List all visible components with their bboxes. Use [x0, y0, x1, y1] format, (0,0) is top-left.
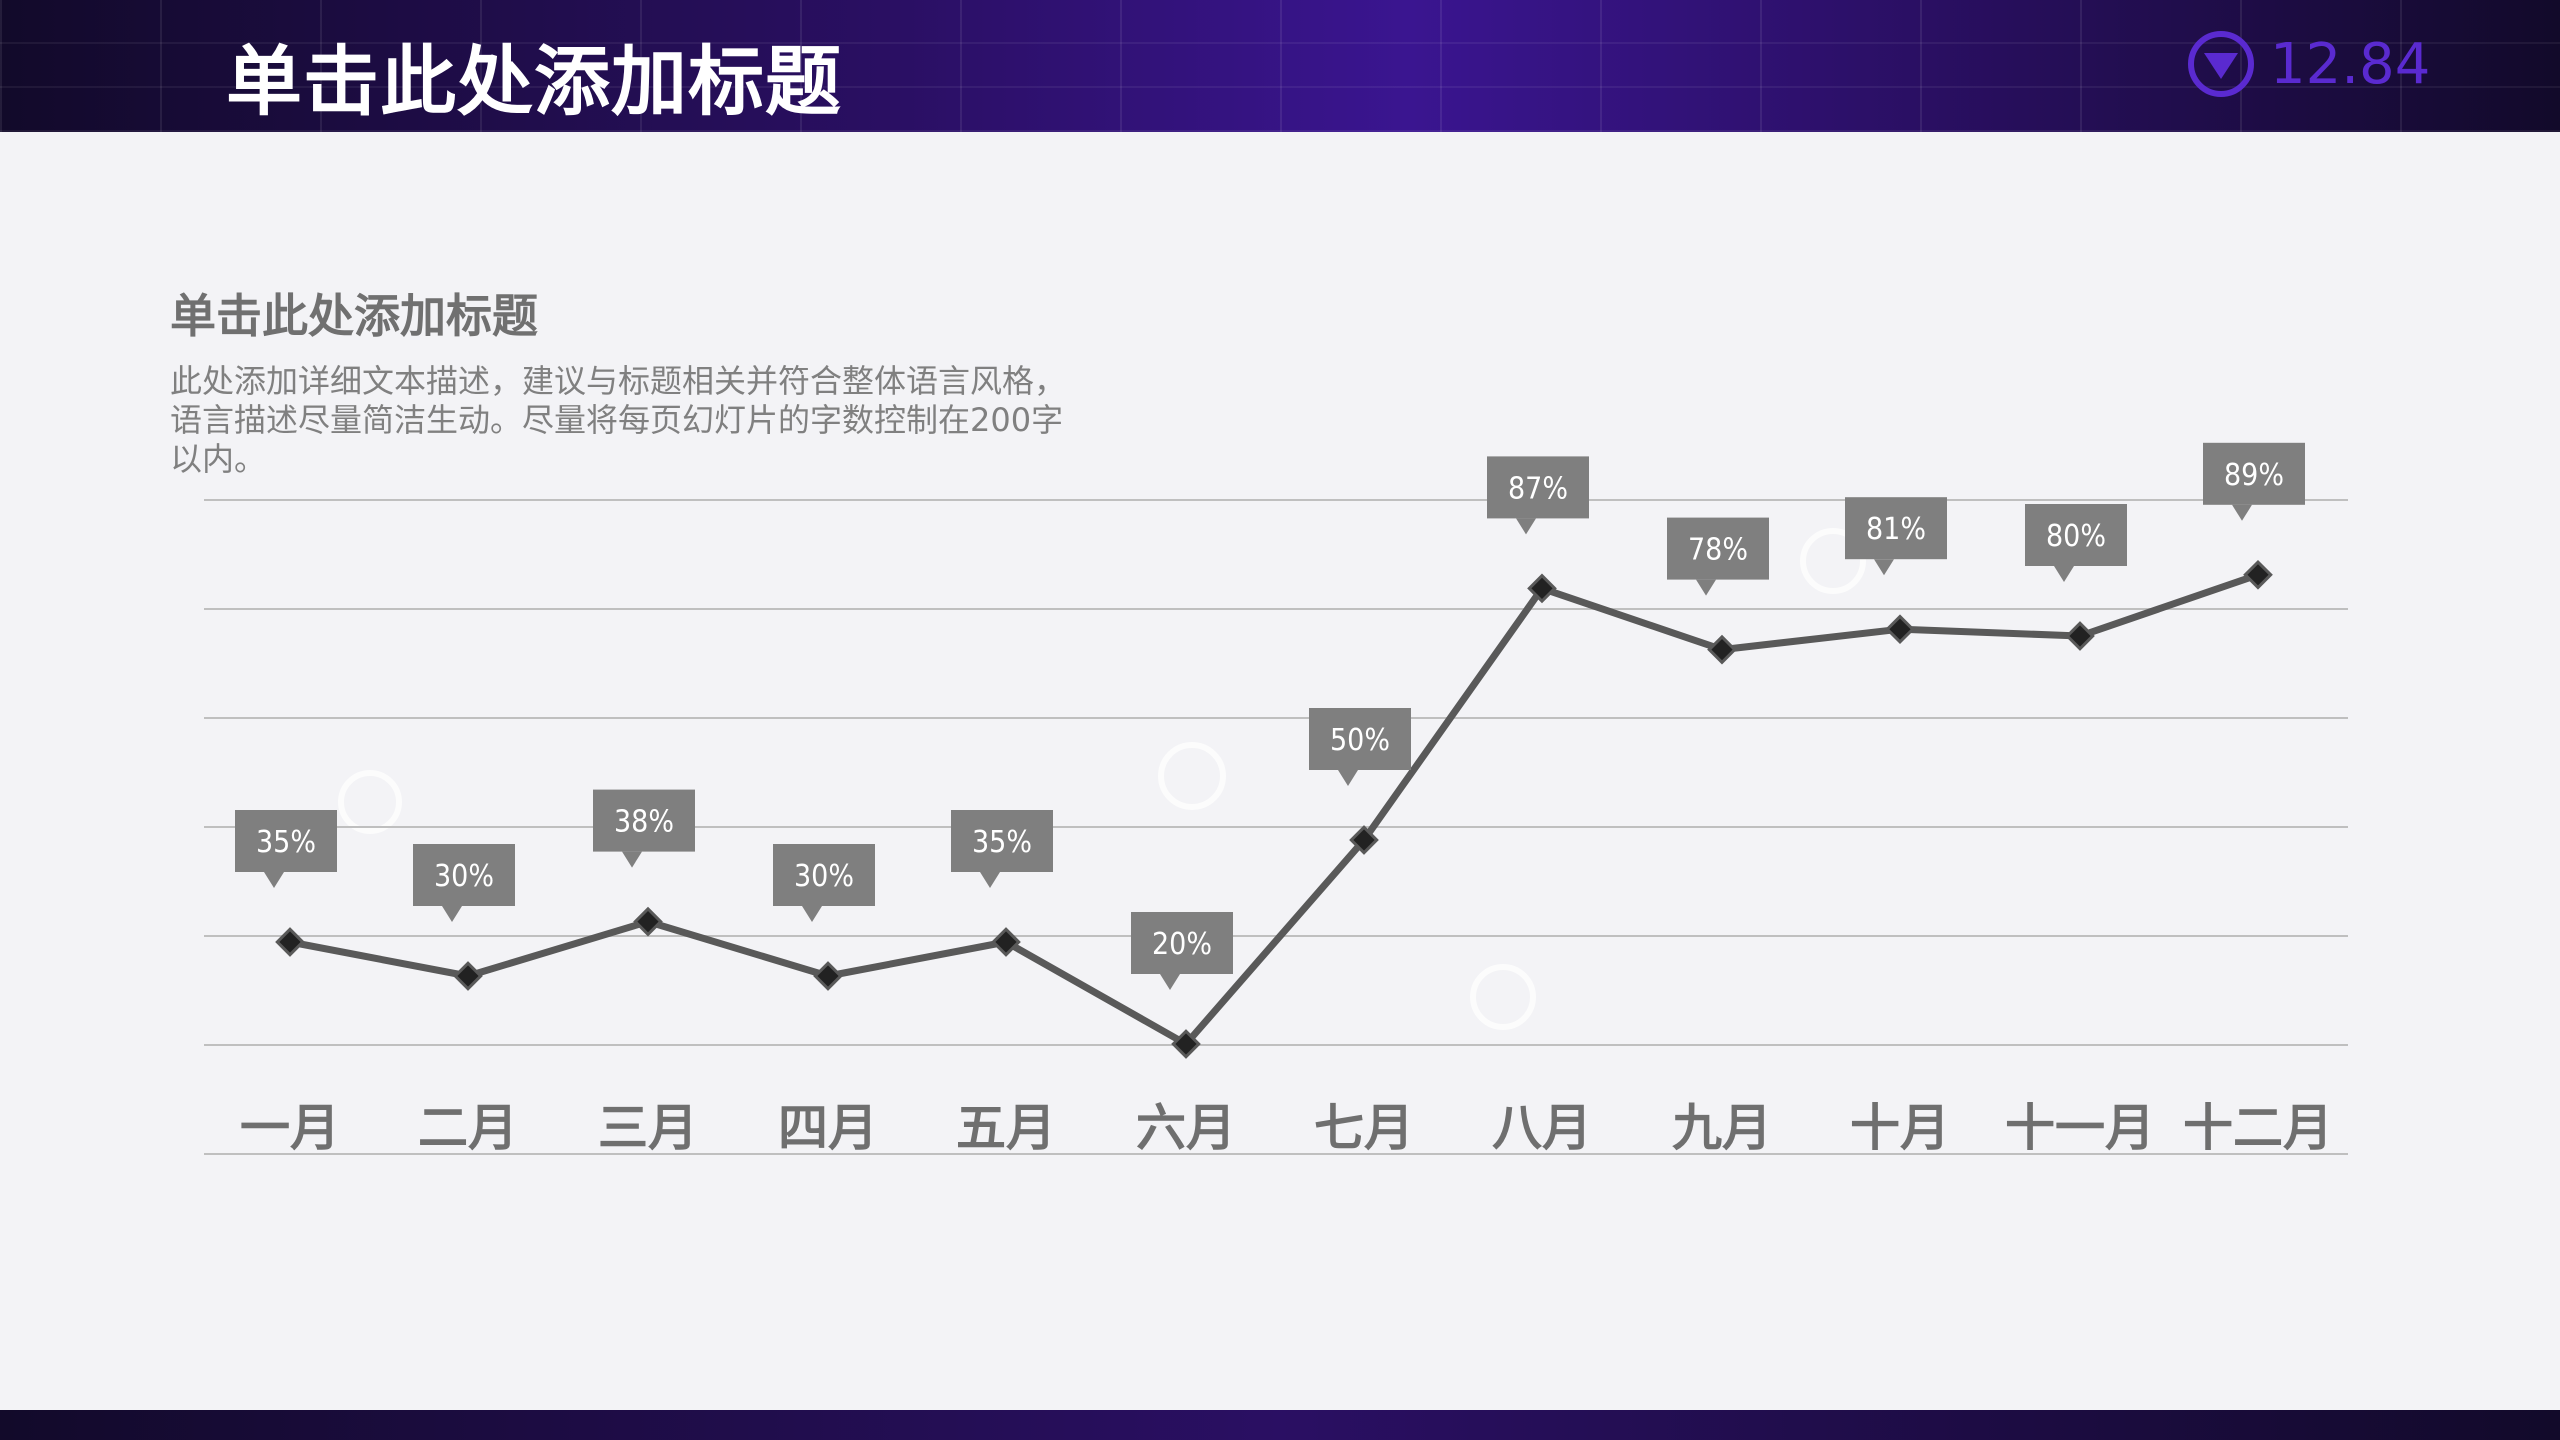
data-point — [1885, 614, 1915, 645]
data-label: 35% — [256, 825, 316, 860]
x-tick-label: 一月 — [240, 1099, 340, 1157]
data-label-box — [1131, 912, 1233, 974]
data-label-box — [2025, 504, 2127, 566]
price-indicator: 12.84 — [2186, 22, 2430, 106]
decorative-circle — [1800, 528, 1866, 594]
decorative-circle — [338, 770, 402, 834]
data-label-pointer — [980, 872, 1000, 888]
data-point — [1707, 634, 1737, 665]
data-label-pointer — [802, 906, 822, 922]
series-line — [289, 571, 2260, 1048]
down-arrow-circle-icon — [2188, 31, 2254, 97]
data-label-pointer — [1696, 579, 1716, 596]
data-label-pointer — [2232, 504, 2252, 521]
data-point — [2243, 559, 2273, 590]
x-tick-label: 十一月 — [2005, 1099, 2155, 1157]
data-label: 80% — [2046, 519, 2106, 554]
data-label: 78% — [1688, 533, 1748, 568]
data-label: 30% — [794, 859, 854, 894]
x-tick-label: 五月 — [956, 1099, 1056, 1157]
data-point — [1527, 573, 1557, 604]
data-point — [275, 927, 305, 957]
x-tick-label: 二月 — [418, 1099, 518, 1157]
data-label-box — [951, 810, 1053, 872]
data-label-box — [1667, 517, 1769, 580]
data-label: 20% — [1152, 927, 1212, 962]
slide-title: 单击此处添加标题 — [226, 37, 842, 126]
data-label: 50% — [1330, 723, 1390, 758]
price-value: 12.84 — [2270, 31, 2431, 97]
data-label-box — [413, 844, 515, 906]
data-label-pointer — [1338, 770, 1358, 786]
data-label-pointer — [1160, 974, 1180, 990]
data-label-box — [593, 789, 695, 852]
x-tick-label: 四月 — [778, 1099, 878, 1157]
x-tick-label: 七月 — [1314, 1099, 1414, 1157]
data-label: 89% — [2224, 458, 2284, 493]
data-label-box — [1845, 497, 1947, 560]
section-description: 此处添加详细文本描述，建议与标题相关并符合整体语言风格，语言描述尽量简洁生动。尽… — [170, 362, 1067, 478]
data-label-box — [1309, 708, 1411, 770]
data-label: 87% — [1508, 471, 1568, 506]
data-label-pointer — [2054, 566, 2074, 582]
data-label-box — [773, 844, 875, 906]
data-label: 35% — [972, 825, 1032, 860]
data-label-pointer — [1874, 559, 1894, 576]
data-label-pointer — [442, 906, 462, 922]
data-point — [991, 927, 1021, 957]
data-label-box — [2203, 442, 2305, 505]
decorative-circle — [1470, 964, 1536, 1030]
x-tick-label: 六月 — [1136, 1099, 1236, 1157]
x-tick-label: 八月 — [1492, 1099, 1592, 1157]
data-label: 30% — [434, 859, 494, 894]
data-point — [1171, 1029, 1201, 1059]
data-point — [2065, 621, 2095, 651]
data-point — [1349, 825, 1379, 855]
header-bar — [0, 0, 2560, 132]
decorative-circle — [1158, 742, 1226, 810]
data-point — [453, 961, 483, 991]
data-label-pointer — [622, 851, 642, 868]
x-tick-label: 十二月 — [2183, 1099, 2333, 1157]
data-point — [633, 906, 663, 937]
data-label: 38% — [614, 805, 674, 840]
data-label-box — [1487, 456, 1589, 519]
x-tick-label: 九月 — [1672, 1099, 1772, 1157]
data-point — [813, 961, 843, 991]
data-label-pointer — [264, 872, 284, 888]
footer-bar — [0, 1410, 2560, 1440]
data-label-box — [235, 810, 337, 872]
x-tick-label: 三月 — [598, 1099, 698, 1157]
data-label: 81% — [1866, 512, 1926, 547]
x-tick-label: 十月 — [1850, 1099, 1950, 1157]
data-label-pointer — [1516, 518, 1536, 535]
section-title: 单击此处添加标题 — [170, 289, 538, 343]
